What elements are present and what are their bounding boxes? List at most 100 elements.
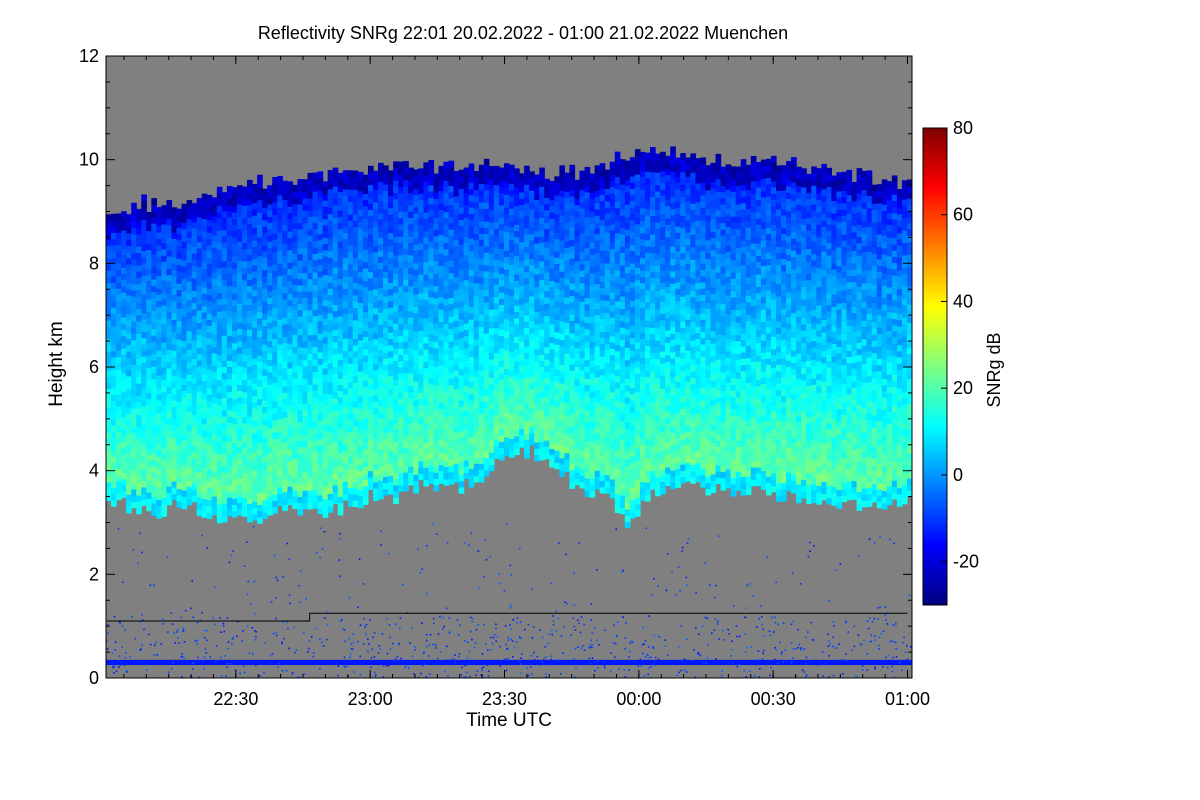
reflectivity-cell bbox=[448, 409, 455, 417]
reflectivity-cell bbox=[347, 493, 354, 501]
reflectivity-cell bbox=[247, 515, 253, 523]
reflectivity-cell bbox=[378, 430, 384, 438]
reflectivity-cell bbox=[156, 499, 163, 507]
reflectivity-cell bbox=[372, 320, 379, 327]
reflectivity-cell bbox=[267, 465, 273, 472]
reflectivity-column bbox=[191, 203, 198, 503]
reflectivity-cell bbox=[231, 373, 238, 381]
reflectivity-cell bbox=[247, 223, 253, 231]
reflectivity-cell bbox=[206, 313, 213, 320]
reflectivity-cell bbox=[206, 387, 213, 395]
reflectivity-cell bbox=[347, 307, 354, 314]
reflectivity-cell bbox=[292, 470, 299, 478]
reflectivity-cell bbox=[252, 376, 258, 384]
reflectivity-cell bbox=[111, 319, 117, 327]
reflectivity-cell bbox=[357, 470, 364, 478]
reflectivity-cell bbox=[539, 242, 545, 250]
reflectivity-cell bbox=[181, 210, 188, 217]
reflectivity-cell bbox=[337, 172, 344, 180]
reflectivity-cell bbox=[534, 224, 540, 232]
reflectivity-cell bbox=[216, 379, 223, 387]
reflectivity-cell bbox=[569, 450, 576, 458]
reflectivity-cell bbox=[388, 475, 394, 483]
reflectivity-cell bbox=[408, 460, 414, 467]
reflectivity-cell bbox=[438, 402, 445, 410]
reflectivity-cell bbox=[534, 454, 540, 462]
reflectivity-cell bbox=[569, 208, 576, 216]
reflectivity-cell bbox=[171, 331, 178, 339]
reflectivity-column bbox=[242, 186, 248, 517]
reflectivity-cell bbox=[201, 218, 208, 226]
reflectivity-cell bbox=[327, 238, 334, 246]
reflectivity-cell bbox=[534, 404, 540, 412]
reflectivity-cell bbox=[191, 395, 198, 403]
reflectivity-cell bbox=[161, 323, 168, 331]
reflectivity-cell bbox=[106, 481, 112, 489]
reflectivity-cell bbox=[473, 457, 480, 464]
reflectivity-cell bbox=[201, 448, 208, 456]
reflectivity-cell bbox=[539, 285, 545, 293]
reflectivity-cell bbox=[569, 444, 576, 452]
reflectivity-cell bbox=[206, 505, 213, 513]
reflectivity-cell bbox=[509, 363, 515, 371]
reflectivity-cell bbox=[544, 272, 550, 279]
reflectivity-cell bbox=[524, 420, 530, 428]
reflectivity-cell bbox=[332, 217, 339, 225]
reflectivity-cell bbox=[524, 184, 530, 192]
reflectivity-cell bbox=[498, 447, 505, 455]
reflectivity-cell bbox=[544, 197, 550, 205]
reflectivity-cell bbox=[307, 247, 314, 255]
reflectivity-cell bbox=[297, 458, 304, 466]
reflectivity-cell bbox=[383, 333, 389, 341]
reflectivity-cell bbox=[267, 247, 273, 255]
reflectivity-cell bbox=[529, 227, 535, 235]
reflectivity-cell bbox=[272, 326, 278, 334]
reflectivity-cell bbox=[529, 320, 535, 328]
reflectivity-cell bbox=[267, 471, 273, 479]
reflectivity-cell bbox=[564, 216, 571, 224]
reflectivity-cell bbox=[272, 232, 278, 240]
reflectivity-cell bbox=[121, 248, 127, 256]
reflectivity-cell bbox=[221, 316, 228, 324]
reflectivity-cell bbox=[357, 277, 364, 285]
reflectivity-cell bbox=[534, 274, 540, 281]
reflectivity-cell bbox=[579, 276, 586, 284]
reflectivity-cell bbox=[231, 504, 238, 512]
reflectivity-cell bbox=[423, 236, 429, 244]
reflectivity-cell bbox=[423, 280, 429, 288]
reflectivity-cell bbox=[574, 447, 581, 455]
reflectivity-cell bbox=[418, 348, 424, 356]
reflectivity-cell bbox=[302, 328, 309, 336]
reflectivity-cell bbox=[458, 269, 465, 277]
reflectivity-cell bbox=[262, 232, 268, 239]
reflectivity-cell bbox=[388, 226, 394, 234]
reflectivity-cell bbox=[186, 436, 193, 444]
reflectivity-cell bbox=[534, 311, 540, 319]
reflectivity-cell bbox=[156, 275, 163, 283]
reflectivity-cell bbox=[453, 177, 460, 185]
reflectivity-cell bbox=[247, 391, 253, 399]
reflectivity-cell bbox=[534, 386, 540, 393]
reflectivity-cell bbox=[277, 480, 283, 488]
reflectivity-cell bbox=[574, 248, 581, 256]
reflectivity-cell bbox=[267, 415, 273, 423]
reflectivity-cell bbox=[383, 227, 389, 235]
reflectivity-cell bbox=[564, 185, 571, 192]
reflectivity-cell bbox=[378, 175, 384, 183]
reflectivity-cell bbox=[453, 226, 460, 234]
reflectivity-cell bbox=[181, 353, 188, 360]
reflectivity-cell bbox=[171, 313, 178, 320]
reflectivity-cell bbox=[106, 338, 112, 346]
reflectivity-cell bbox=[403, 260, 409, 268]
reflectivity-cell bbox=[448, 291, 455, 299]
reflectivity-cell bbox=[242, 286, 248, 293]
reflectivity-cell bbox=[111, 220, 117, 227]
reflectivity-cell bbox=[337, 179, 344, 186]
reflectivity-cell bbox=[423, 286, 429, 294]
reflectivity-cell bbox=[503, 324, 510, 332]
reflectivity-cell bbox=[267, 353, 273, 360]
reflectivity-cell bbox=[488, 240, 495, 248]
reflectivity-cell bbox=[267, 421, 273, 429]
reflectivity-cell bbox=[156, 269, 163, 277]
reflectivity-cell bbox=[332, 192, 339, 200]
